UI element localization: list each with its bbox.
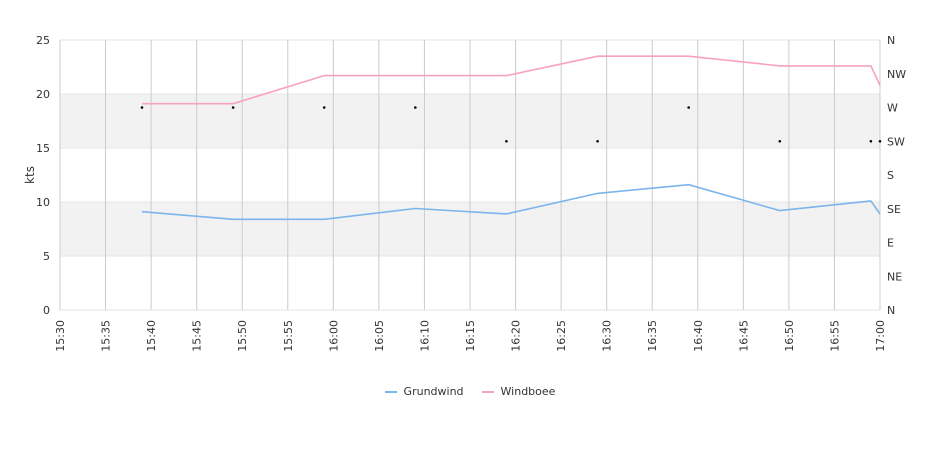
x-tick-label: 16:25: [555, 320, 568, 352]
direction-marker: [140, 106, 144, 109]
x-tick-label: 16:45: [737, 320, 750, 352]
direction-marker: [322, 106, 326, 109]
y-axis-ticks: 0 5 10 15 20 25: [36, 34, 50, 317]
direction-tick-label: SW: [887, 135, 905, 148]
x-tick-label: 16:00: [327, 320, 340, 352]
legend: Grundwind Windboee: [0, 385, 940, 398]
series-line-grundwind: [141, 183, 881, 221]
x-tick-label: 15:30: [54, 320, 67, 352]
legend-item-windboee[interactable]: Windboee: [481, 385, 556, 398]
y-tick-label: 0: [43, 304, 50, 317]
direction-marker: [231, 106, 235, 109]
y-tick-label: 25: [36, 34, 50, 47]
series-lines: [141, 55, 881, 221]
direction-tick-label: E: [887, 237, 894, 250]
x-tick-label: 17:00: [874, 320, 887, 352]
x-tick-label: 15:35: [100, 320, 113, 352]
legend-label-windboee: Windboee: [500, 385, 556, 398]
series-line-windboee: [142, 55, 881, 105]
direction-tick-label: N: [887, 34, 895, 47]
x-tick-label: 16:15: [464, 320, 477, 352]
y-tick-label: 15: [36, 142, 50, 155]
direction-marker: [414, 106, 417, 109]
x-tick-label: 16:10: [418, 320, 431, 352]
x-tick-label: 16:20: [510, 320, 523, 352]
y-tick-label: 20: [36, 88, 50, 101]
direction-marker: [505, 139, 508, 143]
y-tick-label: 10: [36, 196, 50, 209]
direction-marker: [778, 139, 782, 143]
x-tick-label: 16:35: [646, 320, 659, 352]
x-tick-label: 15:40: [145, 320, 158, 352]
direction-tick-label: W: [887, 102, 898, 115]
direction-marker: [687, 106, 690, 109]
legend-item-grundwind[interactable]: Grundwind: [384, 385, 464, 398]
x-tick-label: 16:40: [692, 320, 705, 352]
x-tick-label: 16:55: [828, 320, 841, 352]
direction-axis-ticks: N NE E SE S SW W NW N: [887, 34, 906, 317]
x-tick-label: 15:45: [191, 320, 204, 352]
x-tick-label: 15:55: [282, 320, 295, 352]
y-axis-title: kts: [23, 166, 37, 184]
direction-marker: [878, 139, 882, 143]
legend-swatch-grundwind: [384, 390, 397, 393]
direction-marker: [596, 139, 599, 143]
grid-lines: [59, 39, 881, 311]
direction-marker: [869, 139, 873, 143]
x-axis-ticks: 15:30 15:35 15:40 15:45 15:50 15:55 16:00 16:05…: [54, 320, 887, 352]
x-tick-label: 16:30: [601, 320, 614, 352]
x-tick-label: 16:50: [783, 320, 796, 352]
direction-tick-label: NW: [887, 68, 906, 81]
y-tick-label: 5: [43, 250, 50, 263]
direction-tick-label: NE: [887, 270, 902, 283]
legend-label-grundwind: Grundwind: [403, 385, 464, 398]
direction-markers: [140, 106, 882, 143]
legend-swatch-windboee: [481, 390, 494, 393]
x-tick-label: 16:05: [373, 320, 386, 352]
direction-tick-label: N: [887, 304, 895, 317]
x-tick-label: 15:50: [236, 320, 249, 352]
direction-tick-label: SE: [887, 203, 901, 216]
direction-tick-label: S: [887, 169, 894, 182]
